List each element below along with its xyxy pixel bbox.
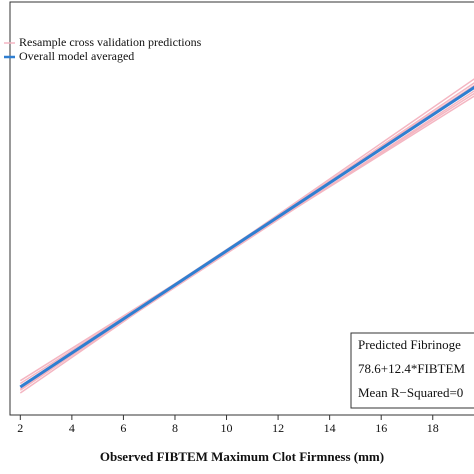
x-tick-label: 2 (17, 421, 23, 435)
plot-lines (19, 78, 474, 394)
annotation-text: Mean R−Squared=0 (358, 385, 463, 400)
annotation-box (350, 332, 474, 409)
x-tick-label: 4 (69, 421, 75, 435)
x-axis-label: Observed FIBTEM Maximum Clot Firmness (m… (100, 449, 384, 464)
legend-label: Overall model averaged (19, 49, 134, 63)
x-tick-label: 14 (324, 421, 336, 435)
x-tick-label: 16 (375, 421, 387, 435)
plot-frame (9, 1, 474, 416)
annotation-text: Predicted Fibrinoge (358, 337, 461, 352)
x-tick-label: 6 (120, 421, 126, 435)
legend-label: Resample cross validation predictions (19, 35, 202, 49)
x-tick-label: 18 (427, 421, 439, 435)
x-tick-label: 10 (221, 421, 233, 435)
x-tick-label: 8 (172, 421, 178, 435)
annotation-text: 78.6+12.4*FIBTEM (358, 361, 465, 376)
x-tick-label: 12 (272, 421, 284, 435)
model-line (19, 85, 474, 389)
resample-line (19, 90, 474, 390)
